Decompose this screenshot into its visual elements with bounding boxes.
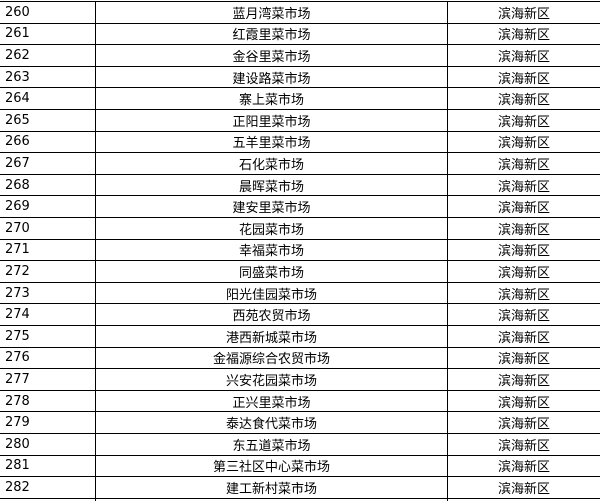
district: 滨海新区 — [447, 326, 600, 347]
market-name: 同盛菜市场 — [95, 261, 447, 282]
row-number: 264 — [5, 91, 30, 107]
table-row: 274 西苑农贸市场 滨海新区 — [0, 303, 600, 325]
district: 滨海新区 — [447, 45, 600, 66]
market-name: 东五道菜市场 — [95, 434, 447, 455]
district: 滨海新区 — [447, 390, 600, 412]
market-name: 金谷里菜市场 — [95, 45, 447, 66]
table-row: 278 正兴里菜市场 滨海新区 — [0, 389, 600, 412]
row-number: 279 — [5, 415, 30, 431]
row-number: 263 — [5, 69, 30, 85]
row-number: 272 — [5, 263, 30, 279]
row-number: 260 — [5, 4, 30, 20]
market-name: 建安里菜市场 — [95, 196, 447, 217]
row-number: 271 — [5, 242, 30, 258]
district: 滨海新区 — [447, 66, 600, 88]
table-row: 266 五羊里菜市场 滨海新区 — [0, 130, 600, 153]
district: 滨海新区 — [447, 218, 600, 239]
table-row: 280 东五道菜市场 滨海新区 — [0, 433, 600, 455]
row-number: 269 — [5, 199, 30, 215]
table-row: 276 金福源综合农贸市场 滨海新区 — [0, 346, 600, 369]
district: 滨海新区 — [447, 282, 600, 304]
row-number: 280 — [5, 436, 30, 452]
table-row: 269 建安里菜市场 滨海新区 — [0, 195, 600, 217]
district: 滨海新区 — [447, 2, 600, 23]
market-name: 建工新村菜市场 — [95, 477, 447, 498]
row-number: 274 — [5, 307, 30, 323]
row-number: 275 — [5, 328, 30, 344]
table-row: 279 泰达食代菜市场 滨海新区 — [0, 411, 600, 433]
row-number: 276 — [5, 350, 30, 366]
market-name: 西苑农贸市场 — [95, 304, 447, 325]
market-name: 寨上菜市场 — [95, 88, 447, 109]
district: 滨海新区 — [447, 455, 600, 477]
market-name: 金福源综合农贸市场 — [95, 347, 447, 369]
district: 滨海新区 — [447, 434, 600, 455]
row-number: 267 — [5, 155, 30, 171]
table-row: 272 同盛菜市场 滨海新区 — [0, 260, 600, 282]
market-name: 阳光佳园菜市场 — [95, 282, 447, 304]
market-name: 红霞里菜市场 — [95, 23, 447, 45]
row-number: 270 — [5, 220, 30, 236]
district: 滨海新区 — [447, 131, 600, 153]
market-name: 蓝月湾菜市场 — [95, 2, 447, 23]
market-name: 兴安花园菜市场 — [95, 369, 447, 390]
market-name: 建设路菜市场 — [95, 66, 447, 88]
row-number: 268 — [5, 177, 30, 193]
district: 滨海新区 — [447, 174, 600, 196]
empty-cell — [447, 498, 600, 501]
market-name: 石化菜市场 — [95, 153, 447, 174]
market-name: 港西新城菜市场 — [95, 326, 447, 347]
empty-cell — [95, 498, 447, 501]
market-name: 第三社区中心菜市场 — [95, 455, 447, 477]
district: 滨海新区 — [447, 110, 600, 131]
table-row: 264 寨上菜市场 滨海新区 — [0, 87, 600, 109]
market-name: 正阳里菜市场 — [95, 110, 447, 131]
table-row: 263 建设路菜市场 滨海新区 — [0, 65, 600, 88]
district: 滨海新区 — [447, 347, 600, 369]
market-name: 幸福菜市场 — [95, 239, 447, 261]
row-number: 277 — [5, 371, 30, 387]
table-row: 271 幸福菜市场 滨海新区 — [0, 238, 600, 261]
district: 滨海新区 — [447, 153, 600, 174]
table-row: 277 兴安花园菜市场 滨海新区 — [0, 368, 600, 390]
district: 滨海新区 — [447, 369, 600, 390]
district: 滨海新区 — [447, 304, 600, 325]
district: 滨海新区 — [447, 239, 600, 261]
table-row: 281 第三社区中心菜市场 滨海新区 — [0, 454, 600, 477]
table-row: 273 阳光佳园菜市场 滨海新区 — [0, 281, 600, 304]
table-row: 260 蓝月湾菜市场 滨海新区 — [0, 1, 600, 23]
row-number: 265 — [5, 112, 30, 128]
market-name: 正兴里菜市场 — [95, 390, 447, 412]
market-name: 泰达食代菜市场 — [95, 412, 447, 433]
district: 滨海新区 — [447, 196, 600, 217]
table-row — [0, 497, 600, 501]
row-number: 278 — [5, 393, 30, 409]
table-row: 268 晨晖菜市场 滨海新区 — [0, 173, 600, 196]
table-row: 270 花园菜市场 滨海新区 — [0, 217, 600, 239]
table-row: 262 金谷里菜市场 滨海新区 — [0, 44, 600, 66]
row-number: 273 — [5, 285, 30, 301]
row-number: 266 — [5, 134, 30, 150]
row-number: 262 — [5, 47, 30, 63]
market-name: 花园菜市场 — [95, 218, 447, 239]
district: 滨海新区 — [447, 261, 600, 282]
row-number: 261 — [5, 26, 30, 42]
district: 滨海新区 — [447, 477, 600, 498]
table-row: 267 石化菜市场 滨海新区 — [0, 152, 600, 174]
row-number: 282 — [5, 479, 30, 495]
market-name: 晨晖菜市场 — [95, 174, 447, 196]
table-row: 282 建工新村菜市场 滨海新区 — [0, 476, 600, 498]
district: 滨海新区 — [447, 88, 600, 109]
district: 滨海新区 — [447, 412, 600, 433]
district: 滨海新区 — [447, 23, 600, 45]
market-name: 五羊里菜市场 — [95, 131, 447, 153]
table-row: 261 红霞里菜市场 滨海新区 — [0, 22, 600, 45]
table-row: 275 港西新城菜市场 滨海新区 — [0, 325, 600, 347]
row-number: 281 — [5, 458, 30, 474]
table-row: 265 正阳里菜市场 滨海新区 — [0, 109, 600, 131]
